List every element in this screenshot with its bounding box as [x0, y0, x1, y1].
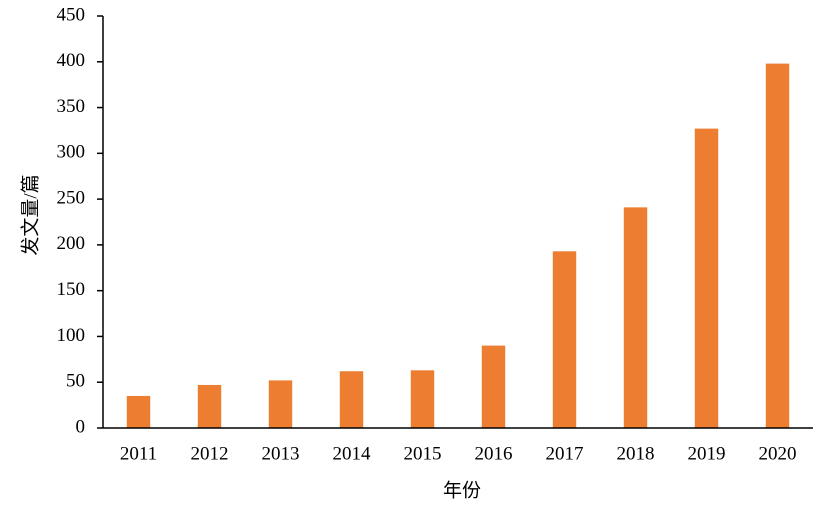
bar: [481, 345, 506, 428]
y-tick-label: 300: [57, 142, 86, 163]
x-tick-label: 2014: [333, 443, 372, 464]
x-tick-label: 2013: [262, 443, 300, 464]
bar: [694, 128, 719, 428]
x-tick-label: 2018: [617, 443, 655, 464]
y-tick-label: 150: [57, 279, 86, 300]
bar: [126, 395, 151, 428]
bar: [552, 251, 577, 428]
x-tick-label: 2011: [120, 443, 157, 464]
x-tick-label: 2012: [191, 443, 229, 464]
bar: [410, 370, 435, 428]
y-tick-label: 450: [57, 4, 86, 25]
bar: [197, 384, 222, 428]
y-tick-label: 100: [57, 325, 86, 346]
y-axis-title: 发文量/篇: [19, 174, 41, 255]
x-tick-label: 2020: [759, 443, 797, 464]
bar: [268, 380, 293, 428]
bar: [339, 371, 364, 428]
y-tick-label: 350: [57, 96, 86, 117]
y-tick-label: 400: [57, 50, 86, 71]
y-tick-label: 50: [66, 371, 85, 392]
x-axis-title: 年份: [443, 479, 481, 501]
y-tick-label: 0: [76, 416, 86, 437]
y-tick-label: 200: [57, 233, 86, 254]
x-tick-label: 2017: [546, 443, 584, 464]
x-tick-label: 2016: [475, 443, 513, 464]
y-tick-label: 250: [57, 187, 86, 208]
x-tick-label: 2015: [404, 443, 442, 464]
bar: [765, 63, 790, 429]
x-tick-label: 2019: [688, 443, 726, 464]
bar: [623, 207, 648, 428]
